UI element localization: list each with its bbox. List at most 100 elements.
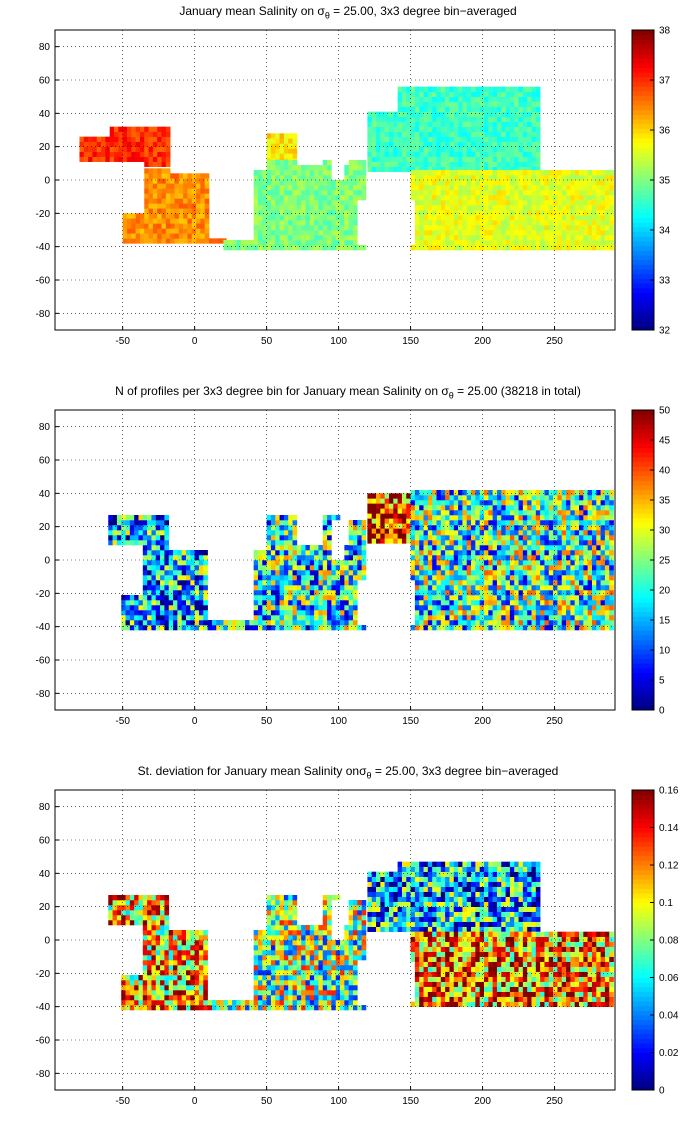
data-cell (531, 101, 537, 107)
data-cell (440, 215, 446, 221)
data-cell (600, 585, 606, 591)
data-cell (414, 505, 420, 511)
data-cell (509, 116, 515, 122)
data-cell (322, 225, 328, 231)
data-cell (301, 585, 306, 591)
data-cell (309, 235, 315, 241)
data-cell (121, 535, 126, 541)
data-cell (427, 605, 433, 611)
data-cell (331, 615, 337, 621)
data-cell (449, 615, 455, 621)
data-cell (432, 205, 437, 211)
data-cell (462, 620, 468, 626)
data-cell (557, 195, 563, 201)
data-cell (406, 151, 411, 157)
data-cell (144, 161, 149, 167)
data-cell (388, 126, 394, 132)
data-cell (436, 500, 442, 506)
data-cell (535, 590, 541, 596)
data-cell (419, 585, 424, 591)
data-cell (496, 540, 502, 546)
data-cell (483, 91, 489, 97)
data-cell (604, 510, 610, 516)
data-cell (436, 166, 442, 172)
data-cell (139, 131, 145, 137)
data-cell (262, 220, 267, 226)
data-cell (288, 143, 293, 149)
data-cell (164, 615, 170, 621)
data-cell (191, 238, 197, 244)
data-cell (322, 565, 328, 571)
data-cell (170, 198, 175, 204)
data-cell (462, 615, 468, 621)
data-cell (410, 136, 416, 142)
data-cell (147, 555, 152, 561)
data-cell (475, 185, 480, 191)
data-cell (427, 86, 433, 92)
data-cell (236, 620, 242, 626)
data-cell (518, 180, 524, 186)
data-cell (432, 86, 437, 92)
data-cell (509, 505, 515, 511)
data-cell (449, 560, 455, 566)
data-cell (475, 500, 480, 506)
data-cell (181, 600, 187, 606)
data-cell (570, 625, 575, 631)
data-cell (116, 530, 122, 536)
data-cell (371, 126, 377, 132)
data-cell (587, 545, 593, 551)
data-cell (419, 615, 424, 621)
data-cell (134, 515, 139, 521)
data-cell (527, 580, 532, 586)
data-cell (318, 620, 324, 626)
data-cell (361, 545, 367, 551)
data-cell (527, 141, 532, 147)
data-cell (142, 595, 148, 601)
data-cell (483, 175, 489, 181)
colorbar-swatch (632, 142, 654, 148)
data-cell (596, 190, 601, 196)
data-cell (309, 605, 315, 611)
data-cell (207, 620, 213, 626)
data-cell (475, 166, 480, 172)
data-cell (352, 190, 358, 196)
data-cell (292, 133, 298, 139)
data-cell (129, 615, 135, 621)
data-cell (496, 495, 502, 501)
data-cell (401, 156, 407, 162)
data-cell (458, 240, 463, 246)
data-cell (419, 540, 424, 546)
data-cell (157, 223, 162, 229)
data-cell (527, 101, 532, 107)
data-cell (475, 170, 480, 176)
data-cell (142, 515, 148, 521)
data-cell (397, 101, 403, 107)
colorbar-swatch (632, 44, 654, 50)
data-cell (557, 245, 563, 251)
data-cell (531, 126, 537, 132)
data-cell (262, 180, 267, 186)
data-cell (138, 605, 144, 611)
data-cell (152, 161, 158, 167)
data-cell (509, 210, 515, 216)
data-cell (262, 565, 267, 571)
data-cell (432, 141, 437, 147)
data-cell (327, 240, 332, 246)
data-cell (501, 156, 506, 162)
data-cell (83, 151, 89, 157)
data-cell (112, 895, 118, 901)
data-cell (596, 235, 601, 241)
data-cell (496, 195, 502, 201)
data-cell (200, 218, 206, 224)
data-cell (479, 240, 485, 246)
data-cell (301, 170, 306, 176)
data-cell (352, 215, 358, 221)
data-cell (540, 535, 545, 541)
data-cell (344, 615, 349, 621)
data-cell (453, 225, 459, 231)
data-cell (587, 220, 593, 226)
data-cell (414, 141, 420, 147)
data-cell (496, 620, 502, 626)
data-cell (548, 230, 554, 236)
data-cell (318, 190, 324, 196)
